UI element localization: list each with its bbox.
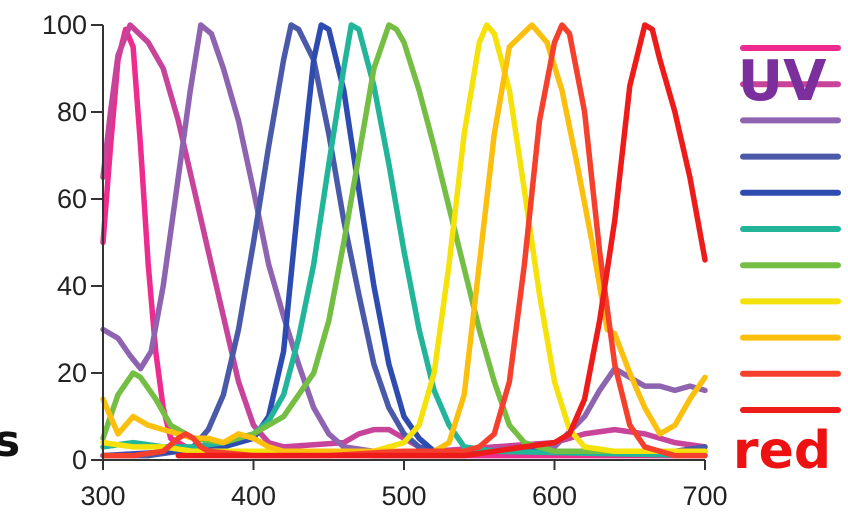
- series-line-7: [100, 22, 708, 455]
- y-tick-label: 100: [42, 10, 87, 40]
- series-line-9: [100, 22, 708, 459]
- y-ticks: 0 20 40 60 80 100: [42, 10, 103, 475]
- y-tick-label: 0: [72, 445, 87, 475]
- cut-off-left-label: s: [0, 416, 20, 467]
- series-line-5: [100, 22, 708, 459]
- x-tick-label: 500: [381, 481, 426, 511]
- y-tick-label: 40: [57, 271, 87, 301]
- series-line-6: [100, 22, 708, 455]
- y-tick-label: 20: [57, 358, 87, 388]
- curve-layer: [100, 22, 708, 459]
- legend-label-uv: UV: [738, 49, 827, 114]
- legend-label-red: red: [733, 421, 831, 481]
- legend: [740, 45, 841, 413]
- series-line-3: [100, 22, 708, 459]
- x-tick-label: 400: [231, 481, 276, 511]
- x-tick-label: 700: [682, 481, 727, 511]
- series-line-10: [175, 22, 708, 459]
- x-tick-label: 300: [80, 481, 125, 511]
- y-tick-label: 80: [57, 97, 87, 127]
- series-line-1: [100, 22, 708, 455]
- x-ticks: 300 400 500 600 700: [80, 460, 728, 511]
- x-tick-label: 600: [532, 481, 577, 511]
- series-line-8: [100, 22, 708, 455]
- y-tick-label: 60: [57, 184, 87, 214]
